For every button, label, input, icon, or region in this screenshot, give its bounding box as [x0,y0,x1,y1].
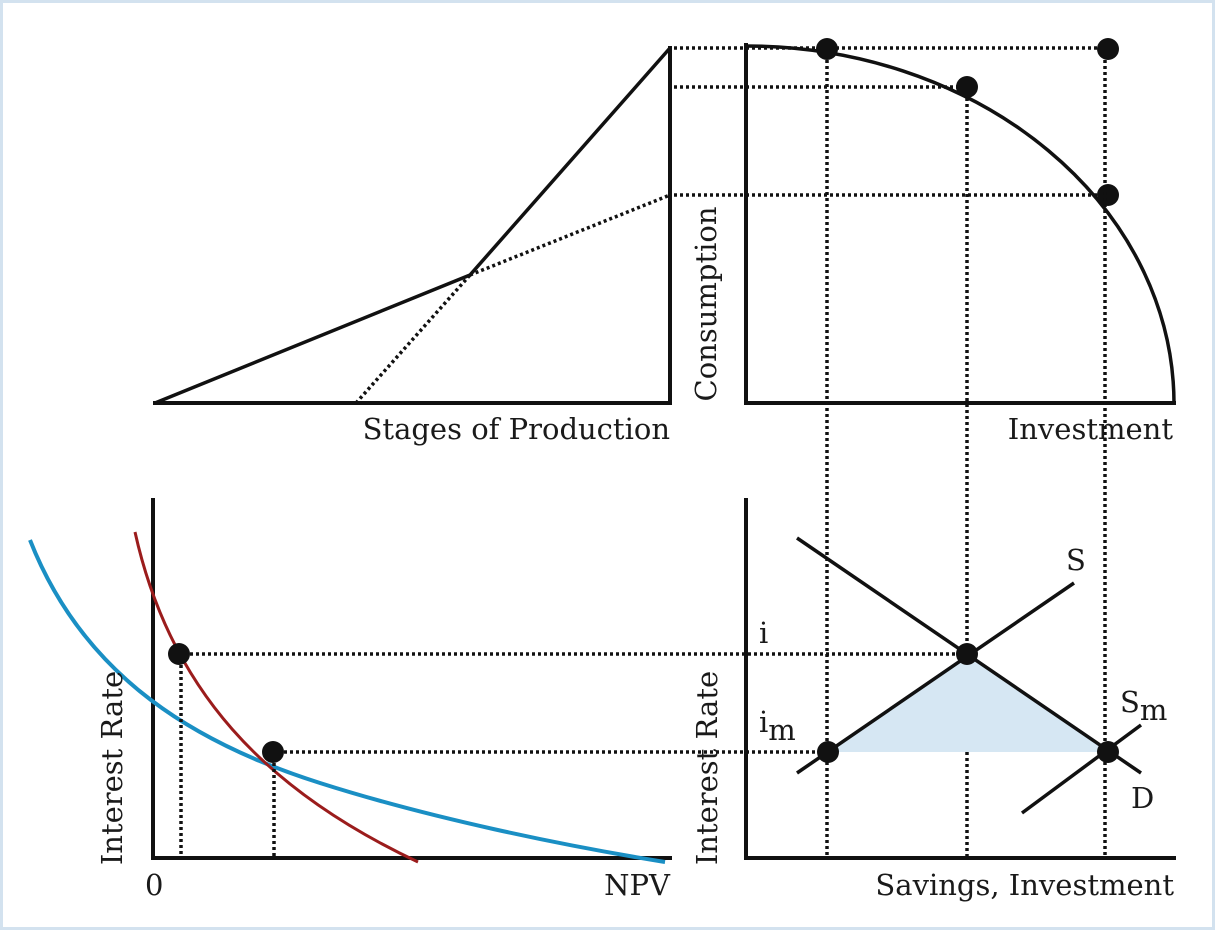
ppf-point-b [956,76,978,98]
market-rate-savings-point [817,741,839,763]
ppf-point-outside [1097,38,1119,60]
npv-point-i [168,643,190,665]
hayekian-triangle-panel: Stages of Production [153,46,672,446]
npv-label: NPV [604,868,671,902]
equilibrium-point [956,643,978,665]
interest-rate-im-label: im [759,705,796,747]
npv-panel: Interest Rate 0 NPV [28,498,672,902]
top-connector-lines [674,46,1108,197]
ppf-point-c [1097,184,1119,206]
triangle-shift-line-lower [354,273,472,405]
loanable-funds-panel: S Sm D i im Interest Rate Savings, Inves… [690,498,1176,902]
npv-point-im [262,741,284,763]
supply-curve [796,581,1075,775]
interest-rate-label-right: Interest Rate [690,671,724,865]
shaded-triangle [827,654,1108,752]
bottom-connector-lines [190,652,955,754]
ppf-curve [745,44,1176,404]
ppf-panel: Consumption Investment [689,38,1176,446]
savings-investment-label: Savings, Investment [875,868,1174,902]
npv-curve-blue [28,539,666,864]
npv-curve-red [133,531,419,864]
supply-label: S [1066,543,1086,577]
market-rate-investment-point [1097,741,1119,763]
consumption-label: Consumption [689,206,723,401]
interest-rate-i-label: i [759,616,768,650]
origin-label: 0 [145,868,163,902]
investment-label: Investment [1008,412,1174,446]
triangle-shift-line-upper [469,193,671,277]
interest-rate-label-left: Interest Rate [95,671,129,865]
ppf-point-a [816,38,838,60]
stages-of-production-label: Stages of Production [363,412,670,446]
demand-label: D [1131,781,1154,815]
supply-m-curve [1020,723,1143,815]
supply-m-label: Sm [1120,685,1167,727]
